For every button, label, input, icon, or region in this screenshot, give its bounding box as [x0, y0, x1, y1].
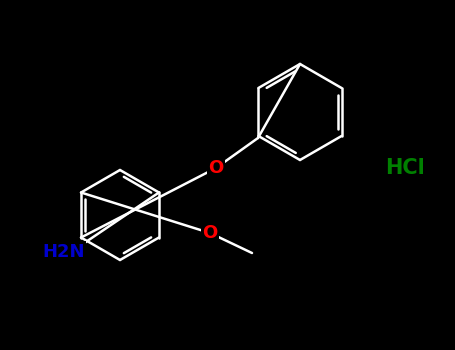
Text: O: O	[202, 224, 217, 242]
Text: HCl: HCl	[385, 158, 425, 178]
Text: O: O	[208, 159, 223, 177]
Text: H2N: H2N	[42, 243, 85, 261]
